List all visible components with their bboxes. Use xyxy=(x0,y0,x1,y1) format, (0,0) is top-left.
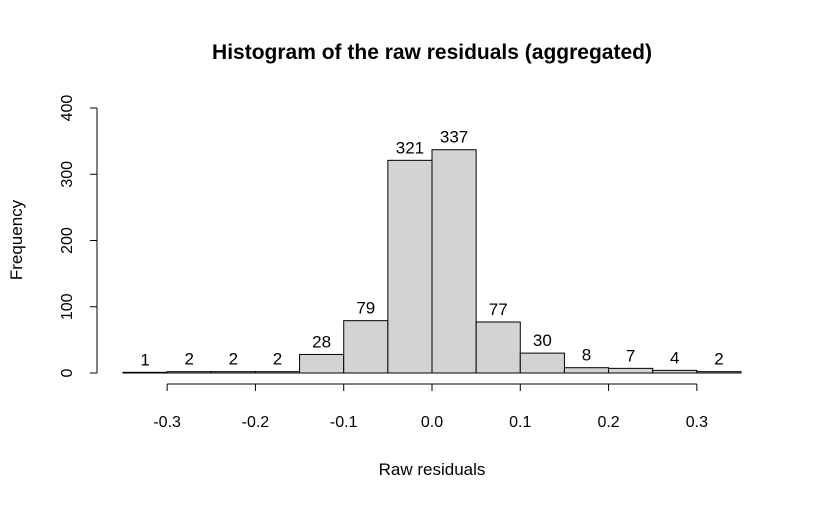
y-tick-label: 0 xyxy=(59,368,76,377)
y-tick-label: 400 xyxy=(59,95,76,122)
bar-count-label: 2 xyxy=(229,350,238,369)
bar-count-label: 2 xyxy=(184,350,193,369)
histogram-bar xyxy=(343,320,389,374)
bar-count-label: 79 xyxy=(356,299,375,318)
y-tick-label: 300 xyxy=(59,161,76,188)
histogram-bar xyxy=(299,353,345,374)
chart-title: Histogram of the raw residuals (aggregat… xyxy=(212,41,652,64)
x-tick-label: 0.2 xyxy=(597,414,619,431)
bar-count-label: 77 xyxy=(489,300,508,319)
histogram-bar xyxy=(475,321,521,374)
histogram-bar xyxy=(519,352,565,374)
histogram-bar xyxy=(431,149,477,374)
y-tick-label: 100 xyxy=(59,293,76,320)
bar-count-label: 28 xyxy=(312,332,331,351)
x-tick-label: -0.1 xyxy=(330,414,358,431)
histogram-bar xyxy=(387,159,433,374)
bar-count-label: 30 xyxy=(533,331,552,350)
histogram-bar xyxy=(608,367,654,374)
y-axis: 0 100 200 300 400 xyxy=(59,95,98,377)
x-tick-label: 0.1 xyxy=(509,414,531,431)
bar-count-label: 2 xyxy=(273,350,282,369)
y-axis-label: Frequency xyxy=(7,199,26,280)
histogram-bar xyxy=(563,367,610,374)
bars-group xyxy=(122,149,742,374)
x-axis-label: Raw residuals xyxy=(379,460,486,479)
x-tick-label: 0.0 xyxy=(421,414,443,431)
x-tick-label: -0.2 xyxy=(242,414,270,431)
bar-count-label: 337 xyxy=(440,128,468,147)
x-tick-label: -0.3 xyxy=(153,414,181,431)
bar-count-label: 4 xyxy=(670,348,679,367)
bar-labels-group: 1 2 2 2 28 79 321 337 77 30 8 7 4 2 xyxy=(140,128,723,370)
bar-count-label: 8 xyxy=(582,346,591,365)
bar-count-label: 321 xyxy=(396,138,424,157)
bar-count-label: 7 xyxy=(626,346,635,365)
y-tick-label: 200 xyxy=(59,227,76,254)
bar-count-label: 2 xyxy=(714,350,723,369)
bar-count-label: 1 xyxy=(140,350,149,369)
x-tick-label: 0.3 xyxy=(686,414,708,431)
x-axis: -0.3 -0.2 -0.1 0.0 0.1 0.2 0.3 xyxy=(153,383,708,431)
